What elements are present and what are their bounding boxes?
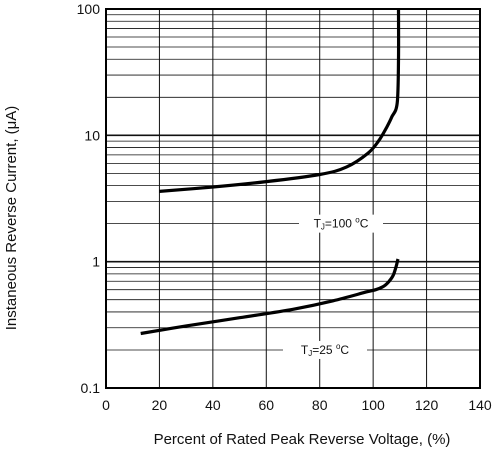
y-axis-label: Instaneous Reverse Current, (μA) xyxy=(3,106,20,331)
series-labels: TJ=100 oC TJ=25 oC xyxy=(283,214,383,359)
x-tick-label: 40 xyxy=(205,397,221,413)
series-lines xyxy=(140,8,401,336)
x-tick-label: 60 xyxy=(258,397,274,413)
x-axis-label: Percent of Rated Peak Reverse Voltage, (… xyxy=(154,431,451,448)
y-tick-label: 100 xyxy=(77,1,101,17)
x-tick-label: 0 xyxy=(102,397,110,413)
x-tick-label: 140 xyxy=(468,397,492,413)
series-line-tj-25c xyxy=(140,258,400,336)
x-tick-label: 100 xyxy=(361,397,385,413)
series-label-text: TJ=25 oC xyxy=(301,342,350,358)
series-label-tj-100c: TJ=100 oC xyxy=(299,214,383,233)
grid xyxy=(106,9,480,388)
series-label-background xyxy=(299,214,383,233)
x-tick-label: 80 xyxy=(312,397,328,413)
y-tick-label: 0.1 xyxy=(81,380,101,396)
ticks: 0 20 40 60 80 100 120 140 0.1 1 10 100 xyxy=(77,1,492,413)
y-tick-label: 1 xyxy=(92,254,100,270)
series-label-background xyxy=(283,340,367,359)
series-label-text: TJ=100 oC xyxy=(314,216,369,232)
x-tick-label: 20 xyxy=(152,397,168,413)
series-line-tj-100c xyxy=(159,8,401,193)
y-tick-label: 10 xyxy=(84,127,100,143)
series-label-tj-25c: TJ=25 oC xyxy=(283,340,367,359)
x-tick-label: 120 xyxy=(415,397,439,413)
plot-area-border xyxy=(105,8,481,389)
